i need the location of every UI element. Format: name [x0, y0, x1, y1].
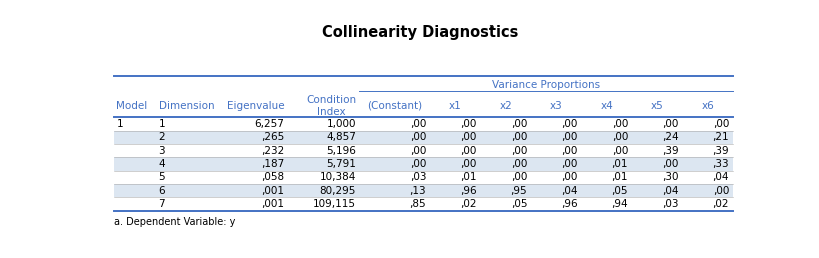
Text: ,00: ,00 [560, 132, 577, 142]
Text: 7: 7 [158, 199, 165, 209]
Text: ,00: ,00 [560, 172, 577, 182]
Text: ,00: ,00 [712, 186, 728, 196]
Text: ,01: ,01 [611, 159, 627, 169]
Text: ,058: ,058 [261, 172, 284, 182]
Text: ,00: ,00 [662, 159, 678, 169]
Text: ,00: ,00 [510, 146, 527, 156]
Text: ,00: ,00 [510, 119, 527, 129]
Text: ,265: ,265 [261, 132, 284, 142]
Text: ,04: ,04 [712, 172, 728, 182]
Text: ,04: ,04 [560, 186, 577, 196]
Bar [114, 144, 732, 157]
Text: ,00: ,00 [611, 132, 627, 142]
Text: 6: 6 [158, 186, 165, 196]
Text: ,03: ,03 [661, 199, 678, 209]
Text: ,04: ,04 [661, 186, 678, 196]
Text: 5: 5 [158, 172, 165, 182]
Text: ,13: ,13 [410, 186, 426, 196]
Text: x2: x2 [499, 101, 512, 111]
Text: ,00: ,00 [611, 146, 627, 156]
Text: ,00: ,00 [510, 159, 527, 169]
Text: 4,857: 4,857 [326, 132, 355, 142]
Text: ,00: ,00 [410, 159, 426, 169]
Text: ,00: ,00 [560, 146, 577, 156]
Text: ,05: ,05 [510, 199, 527, 209]
Text: ,00: ,00 [459, 132, 476, 142]
Text: ,00: ,00 [510, 132, 527, 142]
Text: ,232: ,232 [261, 146, 284, 156]
Text: x6: x6 [700, 101, 713, 111]
Text: ,01: ,01 [459, 172, 476, 182]
Text: Condition
Index: Condition Index [305, 95, 355, 117]
Text: ,00: ,00 [611, 119, 627, 129]
Text: 6,257: 6,257 [255, 119, 284, 129]
Text: ,95: ,95 [510, 186, 527, 196]
Bar [114, 171, 732, 184]
Text: ,00: ,00 [410, 119, 426, 129]
Bar [114, 157, 732, 171]
Text: 10,384: 10,384 [319, 172, 355, 182]
Bar [114, 197, 732, 211]
Text: 80,295: 80,295 [319, 186, 355, 196]
Text: 109,115: 109,115 [313, 199, 355, 209]
Text: ,24: ,24 [661, 132, 678, 142]
Text: ,02: ,02 [712, 199, 728, 209]
Text: ,96: ,96 [459, 186, 476, 196]
Text: 1,000: 1,000 [326, 119, 355, 129]
Bar [114, 117, 732, 131]
Text: Dimension: Dimension [158, 101, 214, 111]
Text: (Constant): (Constant) [366, 101, 421, 111]
Text: ,001: ,001 [261, 186, 284, 196]
Text: ,03: ,03 [410, 172, 426, 182]
Text: ,00: ,00 [510, 172, 527, 182]
Text: ,02: ,02 [459, 199, 476, 209]
Text: 5,791: 5,791 [326, 159, 355, 169]
Text: 1: 1 [158, 119, 165, 129]
Text: ,39: ,39 [661, 146, 678, 156]
Text: x3: x3 [550, 101, 562, 111]
Text: 3: 3 [158, 146, 165, 156]
Text: ,30: ,30 [661, 172, 678, 182]
Text: 5,196: 5,196 [326, 146, 355, 156]
Text: ,00: ,00 [410, 146, 426, 156]
Text: x1: x1 [448, 101, 461, 111]
Text: a: a [487, 23, 493, 32]
Text: ,21: ,21 [712, 132, 728, 142]
Text: ,00: ,00 [459, 146, 476, 156]
Text: ,85: ,85 [410, 199, 426, 209]
Text: a. Dependent Variable: y: a. Dependent Variable: y [114, 217, 235, 227]
Text: ,00: ,00 [560, 159, 577, 169]
Text: ,33: ,33 [712, 159, 728, 169]
Text: ,00: ,00 [459, 159, 476, 169]
Text: ,05: ,05 [611, 186, 627, 196]
Text: Variance Proportions: Variance Proportions [491, 80, 599, 90]
Text: ,00: ,00 [410, 132, 426, 142]
Bar [114, 131, 732, 144]
Text: 1: 1 [116, 119, 123, 129]
Text: ,39: ,39 [712, 146, 728, 156]
Text: 4: 4 [158, 159, 165, 169]
Text: 2: 2 [158, 132, 165, 142]
Text: x4: x4 [600, 101, 613, 111]
Text: ,96: ,96 [560, 199, 577, 209]
Text: Eigenvalue: Eigenvalue [227, 101, 284, 111]
Text: ,00: ,00 [560, 119, 577, 129]
Text: Model: Model [116, 101, 147, 111]
Text: x5: x5 [650, 101, 663, 111]
Text: Collinearity Diagnostics: Collinearity Diagnostics [322, 25, 518, 40]
Text: ,187: ,187 [261, 159, 284, 169]
Text: ,00: ,00 [459, 119, 476, 129]
Text: ,00: ,00 [662, 119, 678, 129]
Text: ,00: ,00 [712, 119, 728, 129]
Text: ,001: ,001 [261, 199, 284, 209]
Text: ,94: ,94 [611, 199, 627, 209]
Text: ,01: ,01 [611, 172, 627, 182]
Bar [114, 184, 732, 197]
